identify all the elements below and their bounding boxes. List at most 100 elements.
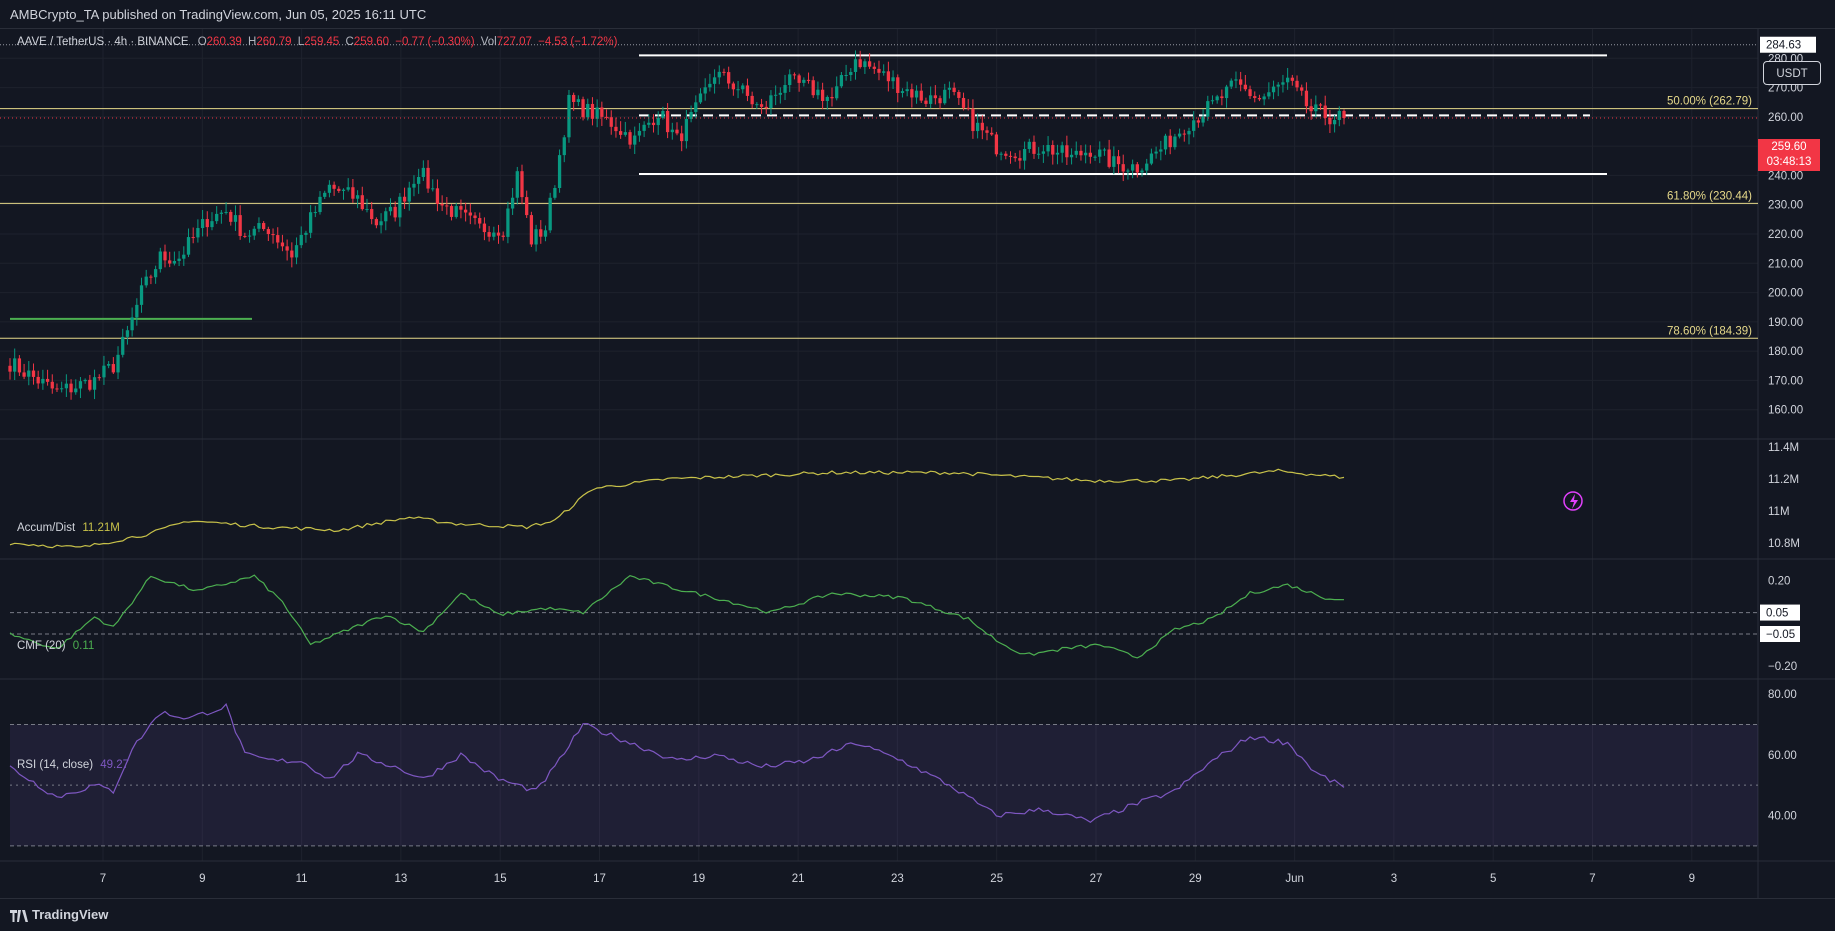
x-tick-label: 7 <box>1589 873 1595 885</box>
candle <box>919 90 923 101</box>
candle <box>332 184 336 189</box>
rsi-tick-label: 60.00 <box>1768 750 1797 762</box>
candle <box>417 176 421 184</box>
candle <box>670 129 674 133</box>
candle <box>675 129 679 134</box>
last-price-value: 259.60 <box>1771 141 1807 154</box>
y-tick-label: 270.00 <box>1768 83 1803 95</box>
vol-label: Vol <box>480 36 497 48</box>
vol-value: 727.07 <box>496 36 532 48</box>
candle <box>107 364 111 366</box>
candle <box>449 206 454 217</box>
candle <box>1276 84 1280 87</box>
candle <box>576 99 580 103</box>
candle <box>1060 145 1064 153</box>
candle <box>384 211 388 222</box>
candle <box>69 383 73 393</box>
candle <box>877 68 881 73</box>
candle <box>1243 84 1247 90</box>
chart-frame[interactable]: 7 9 11 13 15 17 19 21 23 25 27 29 Jun 3 5 7 9 160.00 170.0… <box>0 28 1835 899</box>
rsi-tick-label: 40.00 <box>1768 811 1797 823</box>
candle <box>294 245 299 258</box>
candle <box>633 135 637 145</box>
candle <box>1234 79 1238 81</box>
candle <box>445 205 449 207</box>
x-tick-label: 9 <box>199 873 205 885</box>
candle <box>797 75 801 83</box>
candle <box>745 85 750 96</box>
candle <box>1257 97 1262 100</box>
y-tick-label: 230.00 <box>1768 200 1803 212</box>
candle <box>914 90 919 98</box>
candle <box>1248 89 1252 97</box>
candle <box>539 229 543 237</box>
candle <box>506 208 510 237</box>
candle <box>215 213 219 222</box>
ad-legend[interactable]: Accum/Dist 11.21M <box>17 522 120 534</box>
candle <box>83 379 87 382</box>
candle <box>741 85 745 90</box>
cmf-legend[interactable]: CMF (20) 0.11 <box>17 640 94 652</box>
candle <box>623 132 627 135</box>
rsi-legend[interactable]: RSI (14, close) 49.27 <box>17 759 129 771</box>
candle <box>929 95 933 104</box>
candle <box>163 251 167 261</box>
rsi-series-line <box>9 702 1345 824</box>
candle <box>1126 170 1130 172</box>
candle <box>698 93 703 103</box>
tradingview-logo[interactable]: TradingView <box>10 907 108 922</box>
last-price-tag: 259.60 03:48:13 <box>1758 139 1820 172</box>
cmf-tick-label: −0.20 <box>1768 661 1797 673</box>
rsi-value: 49.27 <box>100 759 130 771</box>
ad-name: Accum/Dist <box>17 522 76 534</box>
candle <box>572 94 576 103</box>
candle <box>1121 164 1125 172</box>
l-label: L <box>297 36 305 48</box>
candle <box>820 89 825 102</box>
candle <box>125 330 130 337</box>
candle <box>727 72 731 84</box>
candle <box>22 372 26 377</box>
cmf-band-label: −0.05 <box>1766 629 1795 641</box>
chart-canvas[interactable]: 7 9 11 13 15 17 19 21 23 25 27 29 Jun 3 5 7 9 160.00 170.0… <box>0 29 1835 899</box>
h-value: 260.79 <box>256 36 292 48</box>
candle <box>186 237 191 255</box>
candle <box>130 317 134 331</box>
x-tick-label: 25 <box>990 873 1003 885</box>
candle <box>1187 130 1191 135</box>
symbol-label[interactable]: AAVE / TetherUS · 4h · BINANCE <box>17 36 189 48</box>
candle <box>1201 116 1205 123</box>
candle <box>1093 156 1097 158</box>
x-tick-label: 5 <box>1490 873 1496 885</box>
candle <box>1102 149 1107 151</box>
candle <box>121 336 125 355</box>
x-tick-label: Jun <box>1285 873 1304 885</box>
candle <box>656 117 660 126</box>
candle <box>200 219 205 229</box>
candle <box>647 122 651 125</box>
currency-button[interactable]: USDT <box>1763 61 1821 85</box>
candle <box>1210 100 1215 102</box>
x-tick-label: 19 <box>692 873 705 885</box>
y-tick-label: 200.00 <box>1768 288 1803 300</box>
candle <box>910 89 914 98</box>
candle <box>1107 149 1111 167</box>
candle <box>299 234 303 246</box>
ad-tick-label: 10.8M <box>1768 538 1800 550</box>
candle <box>708 83 712 88</box>
candle <box>1051 145 1055 155</box>
candle <box>806 79 811 81</box>
candle <box>64 383 69 389</box>
candle <box>891 77 895 82</box>
candle <box>1163 135 1168 150</box>
candle <box>943 89 947 104</box>
fib-level-label: 78.60% (184.39) <box>1667 325 1752 337</box>
candle <box>985 130 989 133</box>
candle <box>379 221 383 226</box>
y-tick-label: 180.00 <box>1768 346 1803 358</box>
candle <box>1069 154 1074 158</box>
candle <box>1032 141 1036 154</box>
candle <box>224 211 228 213</box>
candle <box>792 74 797 76</box>
candle <box>1018 158 1022 161</box>
